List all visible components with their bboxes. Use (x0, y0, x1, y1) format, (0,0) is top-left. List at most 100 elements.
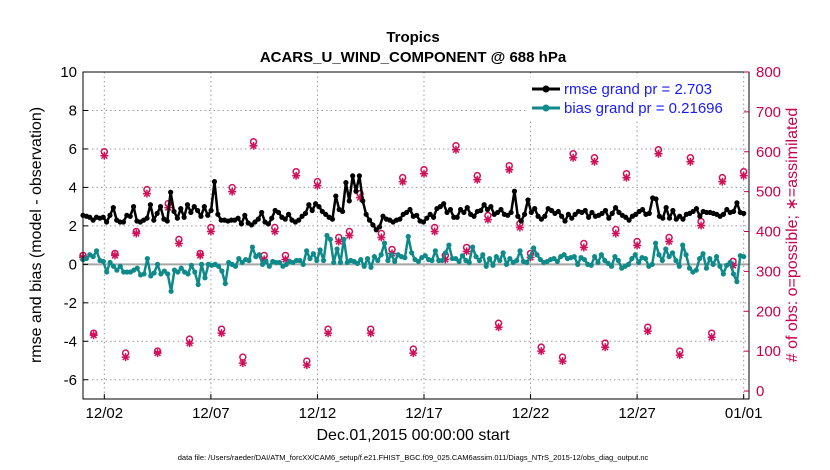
bias-point (713, 254, 720, 260)
bias-point (110, 263, 117, 269)
bias-point (283, 261, 289, 267)
bias-point (571, 254, 577, 260)
y2-tick-label: 800 (756, 64, 781, 81)
legend-rmse-marker (542, 85, 550, 93)
rmse-point (211, 179, 218, 185)
bias-point (378, 252, 384, 258)
bias-point (439, 257, 445, 264)
bias-point (500, 250, 506, 256)
rmse-point (107, 212, 113, 218)
obs-assimilated-marker (697, 221, 706, 230)
rmse-point (377, 224, 383, 230)
rmse-point (447, 206, 454, 213)
obs-assimilated-marker (89, 331, 98, 340)
bias-point (388, 252, 394, 258)
rmse-series (80, 173, 747, 233)
bias-point (649, 261, 655, 267)
rmse-point (282, 216, 288, 222)
bias-point (117, 263, 123, 269)
bias-point (276, 259, 283, 266)
rmse-point (356, 173, 363, 179)
bias-point (615, 257, 621, 264)
bias-point (334, 246, 340, 252)
rmse-point (508, 209, 514, 216)
rmse-point (370, 222, 376, 228)
legend-box (528, 77, 742, 119)
x-tick-label: 12/22 (512, 405, 550, 422)
bias-point (693, 267, 699, 273)
bias-point (629, 255, 635, 262)
rmse-point (495, 209, 501, 216)
obs-assimilated-marker (473, 175, 482, 184)
bias-point (432, 248, 438, 254)
rmse-point (478, 207, 484, 214)
obs-assimilated-marker (590, 157, 599, 166)
rmse-point (457, 206, 464, 213)
x-tick-label: 12/12 (299, 405, 337, 422)
bias-point (480, 252, 486, 258)
rmse-point (130, 204, 137, 210)
bias-point (666, 254, 672, 260)
rmse-point (373, 227, 379, 233)
rmse-point (572, 211, 578, 217)
rmse-point (555, 208, 561, 215)
bias-point (266, 263, 272, 269)
bias-point (107, 259, 113, 266)
bias-point (507, 255, 513, 262)
bias-point (263, 258, 269, 265)
bias-point (310, 251, 316, 257)
bias-point (246, 257, 252, 264)
rmse-point (329, 216, 336, 222)
rmse-point (528, 209, 534, 216)
rmse-point (532, 205, 538, 212)
rmse-point (252, 219, 258, 225)
rmse-point (87, 214, 93, 220)
obs-assimilated-marker (558, 357, 567, 366)
rmse-point (673, 216, 679, 222)
rmse-point (424, 215, 430, 221)
bias-point (703, 265, 710, 271)
obs-assimilated-marker (601, 343, 610, 352)
obs-assimilated-marker (579, 243, 588, 252)
bias-point (652, 240, 659, 246)
bias-point (185, 271, 191, 277)
bias-point (717, 263, 723, 269)
bias-point (361, 263, 367, 269)
obs-assimilated-marker (419, 169, 428, 178)
bias-point (144, 255, 150, 262)
rmse-point (653, 196, 659, 202)
bias-point (724, 262, 730, 268)
bias-point (371, 254, 377, 260)
rmse-point (427, 211, 433, 217)
bias-point (148, 273, 154, 279)
bias-point (422, 253, 428, 259)
bias-point (358, 256, 364, 263)
rmse-point (242, 212, 248, 218)
rmse-point (488, 204, 494, 210)
bias-point (442, 250, 449, 256)
x-tick-label: 12/07 (192, 405, 230, 422)
bias-point (707, 255, 713, 262)
bias-point (605, 260, 611, 266)
obs-assimilated-marker (675, 351, 684, 360)
rmse-point (178, 205, 184, 212)
obs-assimilated-marker (292, 171, 301, 180)
rmse-point (191, 204, 197, 210)
obs-assimilated-marker (654, 149, 663, 158)
obs-assimilated-marker (174, 239, 183, 248)
rmse-point (198, 213, 204, 219)
x-axis-label: Dec.01,2015 00:00:00 start (316, 427, 510, 444)
y-tick-label: -4 (64, 333, 77, 350)
obs-assimilated-marker (569, 153, 578, 162)
bias-point (663, 246, 669, 252)
rmse-point (559, 213, 565, 219)
bias-point (456, 258, 462, 265)
chart-subtitle: ACARS_U_WIND_COMPONENT @ 688 hPa (260, 49, 567, 66)
rmse-point (666, 215, 673, 221)
bias-point (625, 261, 632, 267)
obs-assimilated-marker (718, 177, 727, 186)
rmse-point (360, 198, 366, 204)
bias-point (320, 257, 327, 264)
bias-point (314, 257, 320, 264)
y2-tick-label: 100 (756, 343, 781, 360)
